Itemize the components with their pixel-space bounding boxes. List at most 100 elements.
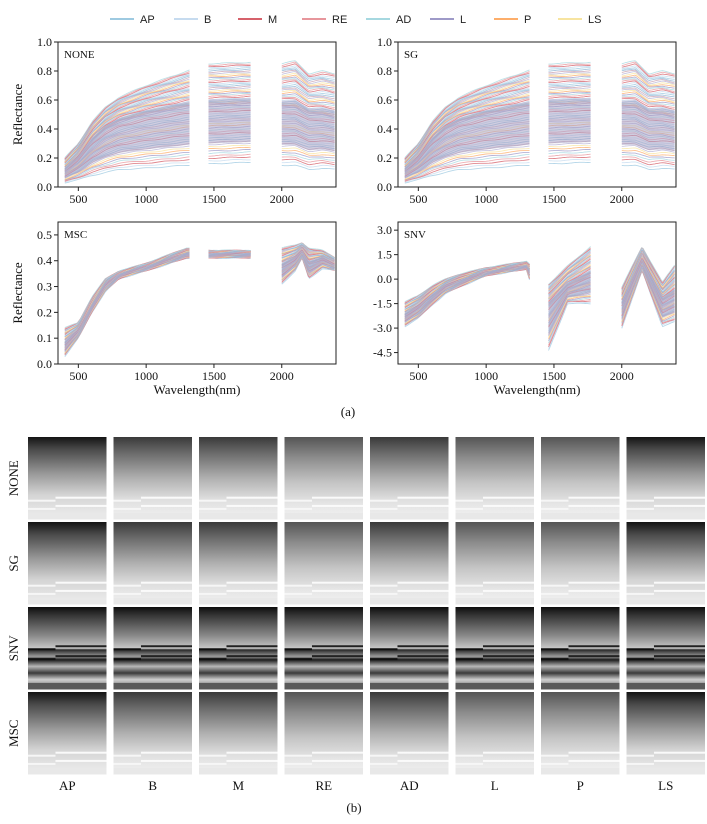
grid-band <box>653 645 705 648</box>
spectrum-line <box>281 71 335 85</box>
grid-band <box>113 648 141 651</box>
grid-band <box>370 499 398 502</box>
grid-band <box>199 648 227 651</box>
spectrum-line <box>208 68 251 72</box>
spectrum-line <box>621 82 675 95</box>
spectrum-line <box>404 159 530 182</box>
legend-label: B <box>204 14 211 26</box>
spectrum-line <box>208 153 251 157</box>
spectrum-line <box>548 151 591 155</box>
spectrum-line <box>548 301 591 349</box>
grid-band <box>370 584 398 587</box>
spectrum-line <box>281 95 335 107</box>
y-tick-label: 0.1 <box>37 331 52 345</box>
grid-band <box>626 507 654 510</box>
spectrum-line <box>281 151 335 159</box>
spectrum-line <box>404 150 530 181</box>
legend-label: LS <box>588 14 601 26</box>
spectrum-line <box>621 85 675 98</box>
spectrum-line <box>281 164 335 170</box>
spectrum-line <box>208 87 251 91</box>
grid-col-label: AD <box>400 778 419 793</box>
grid-band <box>455 682 534 690</box>
grid-cell-msc-ad <box>370 692 449 775</box>
grid-band <box>568 759 620 762</box>
panel-none: 500 1000 1500 2000 0.0 0.2 0.4 0.6 0.8 1.0 NONE Ref… <box>10 35 337 206</box>
spectrum-line <box>621 91 675 104</box>
spectrum-line <box>548 265 591 299</box>
spectrum-line <box>548 83 591 86</box>
grid-band <box>113 767 192 775</box>
y-axis-label: Reflectance <box>10 262 25 324</box>
spectrum-line <box>281 82 335 95</box>
spectrum-line <box>281 61 335 77</box>
x-axis-label: Wavelength(nm) <box>153 382 240 397</box>
y-tick-label: 1.5 <box>377 248 392 262</box>
spectrum-line <box>621 80 675 94</box>
y-tick-label: -4.5 <box>373 346 392 360</box>
grid-band <box>113 658 141 661</box>
grid-band <box>113 512 192 520</box>
grid-band <box>482 751 534 754</box>
spectrum-line <box>281 98 335 110</box>
grid-band <box>311 655 363 658</box>
grid-band <box>541 658 569 661</box>
grid-band <box>455 648 483 651</box>
grid-band <box>311 645 363 648</box>
grid-col-label: RE <box>315 778 332 793</box>
spectrum-line <box>548 156 591 160</box>
spectrum-line <box>64 153 190 181</box>
spectrum-line <box>281 69 335 84</box>
spectrum-line <box>621 74 675 87</box>
spectra-core-band <box>281 100 335 152</box>
grid-band <box>568 645 620 648</box>
grid-image <box>113 692 192 775</box>
spectrum-line <box>404 99 530 168</box>
grid-band <box>455 658 483 661</box>
grid-band <box>199 507 227 510</box>
spectrum-line <box>548 65 591 69</box>
grid-band <box>55 589 107 592</box>
spectrum-line <box>281 68 335 82</box>
spectrum-line <box>621 95 675 107</box>
grid-band <box>455 762 483 765</box>
spectrum-line <box>208 156 251 160</box>
spectrum-line <box>208 80 251 84</box>
grid-band <box>284 754 312 757</box>
grid-cell-msc-m <box>199 692 278 775</box>
spectrum-line <box>208 70 251 74</box>
panel-label: SNV <box>404 229 426 241</box>
spectrum-line <box>404 162 530 183</box>
spectrum-line <box>64 150 190 181</box>
spectrum-line <box>548 67 591 70</box>
grid-band <box>284 767 363 775</box>
grid-image <box>626 522 705 605</box>
grid-band <box>226 655 278 658</box>
grid-band <box>541 762 569 765</box>
grid-band <box>199 512 278 520</box>
spectrum-line <box>548 296 591 341</box>
spectrum-line <box>208 144 251 148</box>
spectrum-line <box>621 83 675 96</box>
x-tick-label: 2000 <box>270 369 294 383</box>
spectrum-line <box>548 149 591 152</box>
spectrum-line <box>281 156 335 164</box>
spectrum-line <box>548 87 591 91</box>
grid-cell-msc-b <box>113 692 192 775</box>
spectrum-line <box>281 63 335 78</box>
spectrum-line <box>548 93 591 96</box>
y-tick-label: 0.0 <box>37 180 52 194</box>
grid-image <box>28 437 107 520</box>
spectra-core-band <box>548 270 591 335</box>
grid-band <box>284 648 312 651</box>
legend-label: M <box>268 14 277 26</box>
spectrum-line <box>208 65 251 69</box>
grid-cell-snv-b <box>113 607 192 690</box>
grid-col-label: M <box>232 778 244 793</box>
image-grid: NONE SG SNV MSC AP B M RE AD L P LS <box>6 437 705 793</box>
grid-band <box>626 767 705 775</box>
spectrum-line <box>548 297 591 344</box>
grid-band <box>113 499 141 502</box>
grid-band <box>284 658 312 661</box>
grid-cell-msc-ls <box>626 692 705 775</box>
